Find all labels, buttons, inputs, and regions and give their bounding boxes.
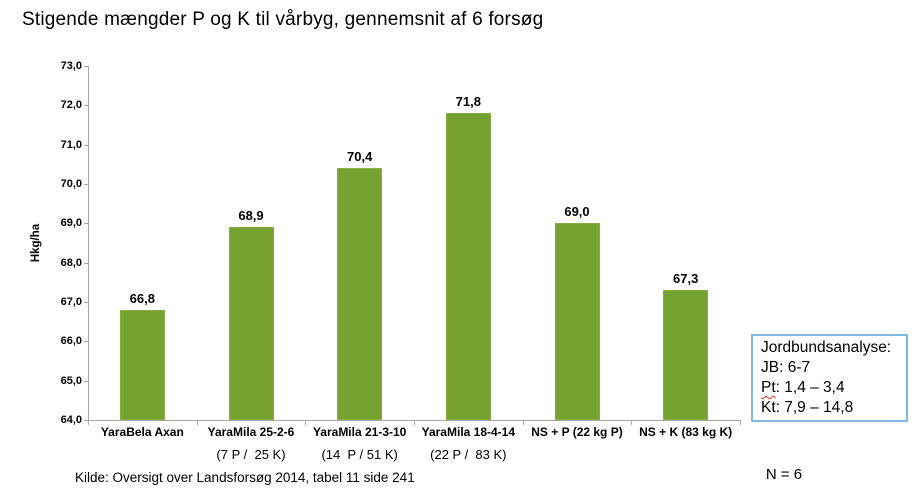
x-category-sublabel: (14 P / 51 K) bbox=[321, 447, 398, 462]
misspelled-word: Pt bbox=[761, 379, 776, 396]
y-tick-mark bbox=[84, 144, 88, 146]
bar-value-label: 71,8 bbox=[455, 94, 481, 110]
y-tick-label: 68,0 bbox=[60, 256, 82, 269]
x-category-label: NS + P (22 kg P) bbox=[531, 425, 623, 439]
y-tick-mark bbox=[84, 341, 88, 343]
soil-analysis-box: Jordbundsanalyse: JB: 6-7 Pt: 1,4 – 3,4 Kt:… bbox=[751, 334, 908, 422]
x-tick-mark bbox=[522, 421, 524, 425]
soil-analysis-line: Pt: 1,4 – 3,4 bbox=[761, 379, 845, 396]
y-tick-mark bbox=[84, 420, 88, 421]
x-tick-mark bbox=[740, 421, 741, 425]
soil-analysis-line: Kt: 7,9 – 14,8 bbox=[761, 399, 854, 416]
sample-size-label: N = 6 bbox=[765, 466, 803, 483]
bar-value-label: 68,9 bbox=[238, 208, 264, 224]
plot-area bbox=[88, 66, 741, 421]
bar bbox=[119, 309, 165, 420]
y-tick-label: 66,0 bbox=[60, 335, 82, 348]
y-tick-label: 67,0 bbox=[60, 296, 82, 308]
y-tick-label: 72,0 bbox=[60, 99, 82, 112]
bar bbox=[337, 168, 383, 420]
y-tick-mark bbox=[84, 380, 88, 382]
x-category-label: YaraMila 21-3-10 bbox=[312, 425, 407, 439]
y-tick-mark bbox=[84, 184, 88, 185]
x-category-sublabel: (22 P / 83 K) bbox=[430, 447, 507, 462]
x-category-label: NS + K (83 kg K) bbox=[639, 425, 733, 439]
y-tick-label: 70,0 bbox=[60, 178, 82, 190]
x-category-label: YaraMila 18-4-14 bbox=[421, 425, 516, 439]
soil-analysis-line: JB: 6-7 bbox=[761, 359, 811, 376]
y-tick-mark bbox=[84, 223, 88, 225]
x-category-label: YaraBela Axan bbox=[100, 425, 184, 439]
soil-analysis-line: Jordbundsanalyse: bbox=[761, 339, 892, 356]
bar bbox=[445, 113, 491, 420]
y-axis-label: Hkg/ha bbox=[30, 223, 42, 263]
x-category-sublabel: (7 P / 25 K) bbox=[216, 447, 286, 462]
y-tick-label: 73,0 bbox=[60, 60, 82, 72]
x-tick-mark bbox=[414, 421, 415, 425]
y-tick-mark bbox=[84, 262, 88, 264]
source-note: Kilde: Oversigt over Landsforsøg 2014, t… bbox=[75, 470, 415, 485]
x-tick-mark bbox=[88, 421, 89, 425]
bar-value-label: 66,8 bbox=[129, 290, 155, 306]
x-tick-mark bbox=[196, 421, 198, 425]
y-tick-label: 64,0 bbox=[60, 414, 82, 426]
y-tick-mark bbox=[84, 105, 88, 107]
bar bbox=[228, 227, 274, 420]
x-category-label: YaraMila 25-2-6 bbox=[207, 425, 295, 439]
y-tick-label: 65,0 bbox=[60, 374, 82, 387]
x-tick-mark bbox=[305, 421, 307, 425]
y-tick-mark bbox=[84, 66, 88, 67]
bar bbox=[554, 223, 600, 420]
bar bbox=[663, 290, 709, 420]
y-tick-label: 71,0 bbox=[60, 138, 82, 151]
y-tick-label: 69,0 bbox=[60, 217, 82, 230]
x-tick-mark bbox=[631, 421, 633, 425]
y-tick-mark bbox=[84, 302, 88, 303]
bar-value-label: 69,0 bbox=[564, 204, 590, 220]
bar-value-label: 70,4 bbox=[347, 149, 373, 165]
chart-title: Stigende mængder P og K til vårbyg, genn… bbox=[22, 9, 544, 30]
bar-value-label: 67,3 bbox=[673, 271, 699, 287]
